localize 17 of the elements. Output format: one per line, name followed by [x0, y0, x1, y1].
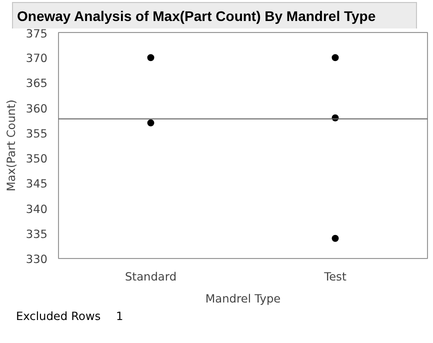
y-tick-label: 330: [26, 252, 48, 266]
text: Excluded Rows: [16, 308, 102, 324]
y-tick-label: 365: [26, 76, 48, 90]
x-tick-label: Standard: [124, 270, 177, 284]
text: 1: [116, 308, 124, 324]
x-axis-title: Mandrel Type: [205, 292, 281, 306]
y-tick-label: 355: [26, 126, 48, 140]
y-tick-label: 340: [26, 202, 48, 216]
y-tick-label: 370: [26, 51, 48, 66]
x-tick-label: Test: [323, 270, 347, 284]
y-tick-label: 375: [26, 26, 48, 40]
y-tick-label: 350: [26, 152, 48, 166]
chart-title: Oneway Analysis of Max(Part Count) By Mandrel Type: [17, 8, 376, 24]
y-tick-label: 335: [26, 226, 48, 241]
y-tick-label: 360: [26, 101, 48, 116]
y-tick-label: 345: [26, 176, 48, 191]
y-axis-title: Max(Part Count): [4, 100, 18, 192]
